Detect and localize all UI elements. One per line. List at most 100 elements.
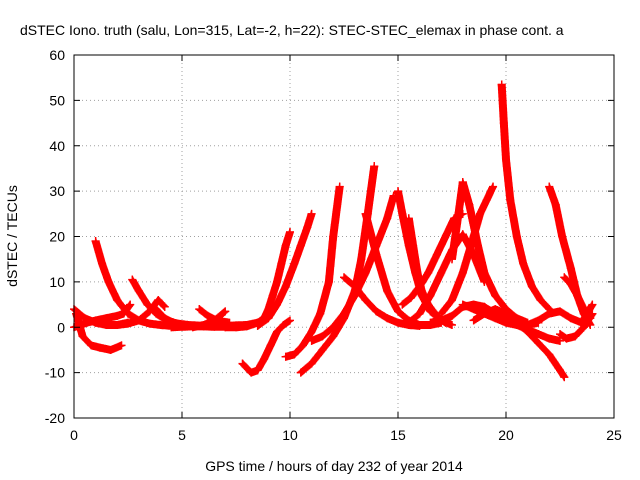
x-tick-label: 10: [282, 427, 298, 443]
data-point: [502, 155, 510, 164]
data-point: [424, 268, 433, 277]
data-point: [545, 309, 554, 318]
series-23: [437, 182, 498, 318]
data-point: [273, 327, 282, 336]
data-point: [273, 277, 282, 286]
data-point: [361, 296, 370, 305]
data-point: [286, 227, 294, 236]
data-point: [273, 300, 282, 309]
data-point: [476, 209, 485, 218]
data-point: [588, 300, 597, 309]
x-tick-label: 5: [178, 427, 186, 443]
data-point: [340, 309, 348, 318]
data-point: [87, 341, 96, 350]
series-10: [238, 316, 294, 377]
data-point: [426, 291, 435, 300]
data-point: [329, 232, 338, 241]
data-point: [545, 334, 554, 343]
data-point: [491, 305, 500, 314]
data-point: [556, 336, 564, 345]
data-point: [566, 314, 575, 323]
data-point: [281, 241, 290, 250]
y-tick-label: 0: [57, 319, 65, 335]
data-point: [91, 318, 100, 327]
data-point: [394, 318, 402, 327]
data-point: [448, 320, 456, 329]
data-point: [415, 320, 424, 329]
y-tick-label: 60: [49, 47, 65, 63]
data-point: [95, 343, 104, 352]
series-8: [188, 307, 230, 332]
data-point: [307, 359, 316, 368]
data-point: [357, 255, 366, 264]
data-point: [480, 309, 489, 318]
data-point: [409, 241, 418, 250]
data-point: [566, 264, 575, 273]
data-point: [281, 352, 290, 361]
data-point: [579, 323, 588, 332]
data-point: [534, 339, 543, 348]
data-point: [268, 291, 277, 300]
data-point: [506, 196, 515, 205]
series-27: [469, 305, 569, 382]
data-point: [383, 214, 392, 223]
data-point: [454, 209, 463, 218]
data-point: [473, 241, 482, 250]
y-tick-label: 40: [49, 138, 65, 154]
data-point: [458, 302, 467, 311]
data-point: [286, 316, 294, 325]
data-point: [361, 209, 370, 218]
data-point: [195, 305, 204, 314]
data-point: [556, 307, 564, 316]
data-point: [290, 259, 299, 268]
data-point: [134, 316, 143, 325]
series-13: [281, 182, 344, 361]
data-point: [523, 320, 532, 329]
series-26: [497, 80, 554, 314]
series-12: [253, 209, 316, 330]
data-point: [266, 341, 275, 350]
data-point: [448, 311, 456, 320]
data-point: [124, 309, 132, 318]
data-point: [534, 316, 543, 325]
data-point: [469, 232, 478, 241]
data-point: [480, 268, 489, 277]
data-point: [458, 178, 467, 187]
data-point: [178, 322, 186, 331]
data-point: [437, 316, 446, 325]
data-point: [458, 268, 467, 277]
data-point: [566, 280, 575, 289]
data-point: [134, 286, 143, 295]
data-point: [242, 322, 251, 331]
data-point: [545, 350, 554, 359]
y-tick-label: 30: [49, 183, 65, 199]
data-point: [556, 366, 564, 375]
y-tick-label: -20: [45, 410, 65, 426]
data-point: [534, 330, 543, 339]
data-point: [372, 307, 381, 316]
data-point: [432, 250, 441, 259]
data-point: [91, 237, 100, 246]
data-point: [560, 273, 569, 282]
data-point: [296, 241, 305, 250]
data-point: [324, 277, 333, 286]
data-point: [124, 319, 132, 328]
data-point: [482, 196, 491, 205]
data-point: [316, 309, 325, 318]
data-point: [527, 282, 536, 291]
x-tick-label: 20: [498, 427, 514, 443]
data-point: [437, 268, 446, 277]
y-tick-label: 20: [49, 229, 65, 245]
data-point: [499, 119, 508, 128]
chart-title: dSTEC Iono. truth (salu, Lon=315, Lat=-2…: [20, 22, 564, 38]
data-point: [221, 323, 230, 332]
data-point: [458, 230, 467, 239]
data-point: [156, 320, 165, 329]
x-axis-label: GPS time / hours of day 232 of year 2014: [205, 458, 463, 474]
data-point: [298, 341, 307, 350]
data-point: [502, 316, 510, 325]
data-point: [491, 291, 500, 300]
data-point: [203, 311, 212, 320]
